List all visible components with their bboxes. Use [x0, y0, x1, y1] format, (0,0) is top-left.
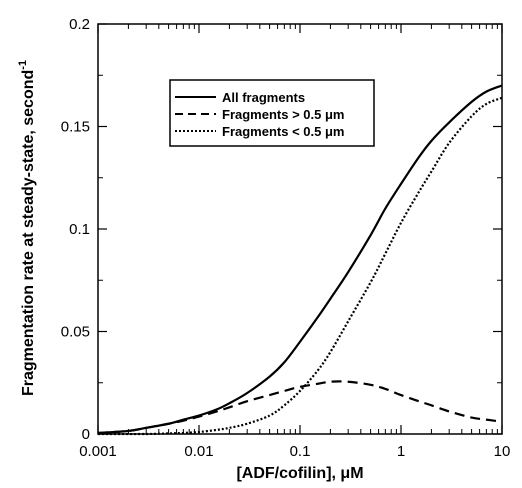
- y-axis-title-main: Fragmentation rate at steady-state, seco…: [20, 70, 37, 396]
- x-tick-label: 0.1: [290, 443, 311, 460]
- legend-label-lt: Fragments < 0.5 μm: [222, 124, 344, 139]
- x-tick-label: 1: [397, 443, 405, 460]
- y-tick-label: 0.15: [61, 119, 90, 136]
- y-tick-label: 0.1: [69, 221, 90, 238]
- y-axis-title-superscript: -1: [17, 60, 29, 70]
- x-tick-label: 10: [494, 443, 511, 460]
- legend-label-gt: Fragments > 0.5 μm: [222, 107, 344, 122]
- axis-tick-labels: 0.001 0.01 0.1 1 10 0 0.05 0.1 0.15 0.2: [61, 16, 511, 460]
- y-tick-label: 0.05: [61, 324, 90, 341]
- series-line-dashed: [97, 380, 503, 435]
- axis-ticks: [97, 23, 503, 435]
- y-tick-label: 0.2: [69, 16, 90, 33]
- legend: All fragments Fragments > 0.5 μm Fragmen…: [169, 79, 375, 147]
- legend-label-all: All fragments: [222, 90, 305, 105]
- x-tick-label: 0.01: [184, 443, 213, 460]
- data-curves: [97, 84, 503, 436]
- x-tick-label: 0.001: [79, 443, 117, 460]
- y-axis-title: Fragmentation rate at steady-state, seco…: [17, 60, 37, 396]
- series-line-dotted: [97, 96, 503, 436]
- x-axis-title: [ADF/cofilin], μM: [236, 465, 363, 482]
- y-tick-label: 0: [82, 426, 90, 443]
